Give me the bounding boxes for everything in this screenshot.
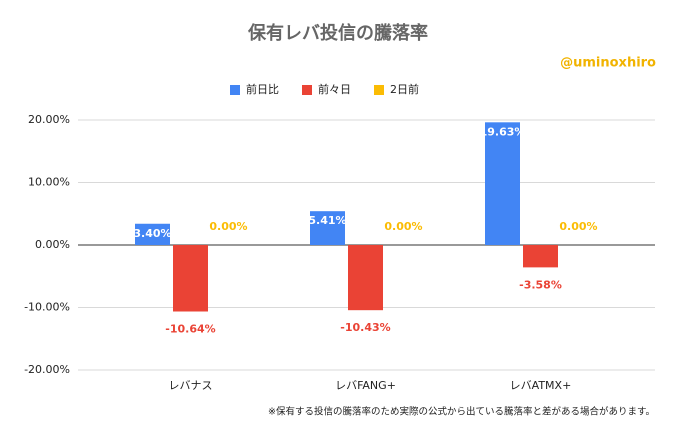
legend-swatch [374, 85, 384, 95]
value-label: 0.00% [209, 220, 247, 233]
legend-swatch [302, 85, 312, 95]
x-tick-label: レバFANG+ [335, 379, 396, 392]
bar [173, 245, 208, 312]
bar [523, 245, 558, 268]
x-tick-label: レバナス [169, 379, 213, 392]
legend-label: 前日比 [246, 82, 279, 96]
bar [310, 211, 345, 245]
legend-swatch [230, 85, 240, 95]
legend-label: 前々日 [318, 82, 351, 96]
author-handle: @uminoxhiro [560, 56, 656, 71]
value-label: 5.41% [308, 214, 346, 227]
legend-label: 2日前 [390, 82, 419, 96]
y-tick-label: -20.00% [24, 363, 70, 376]
bar [485, 122, 520, 245]
value-label: 19.63% [480, 125, 526, 138]
x-tick-label: レバATMX+ [510, 379, 572, 392]
value-label: -10.43% [340, 321, 390, 334]
footnote: ※保有する投信の騰落率のため実際の公式から出ている騰落率と差がある場合があります… [268, 406, 655, 418]
bar [348, 245, 383, 311]
value-label: -3.58% [519, 278, 562, 291]
value-label: 3.40% [133, 227, 171, 240]
y-tick-label: 0.00% [35, 238, 70, 251]
value-label: 0.00% [559, 220, 597, 233]
y-tick-label: -10.00% [24, 301, 70, 314]
value-label: 0.00% [384, 220, 422, 233]
bar [135, 223, 170, 245]
y-tick-label: 20.00% [28, 113, 70, 126]
chart-title: 保有レバ投信の騰落率 [247, 22, 428, 44]
value-label: -10.64% [165, 323, 215, 336]
y-tick-label: 10.00% [28, 176, 70, 189]
